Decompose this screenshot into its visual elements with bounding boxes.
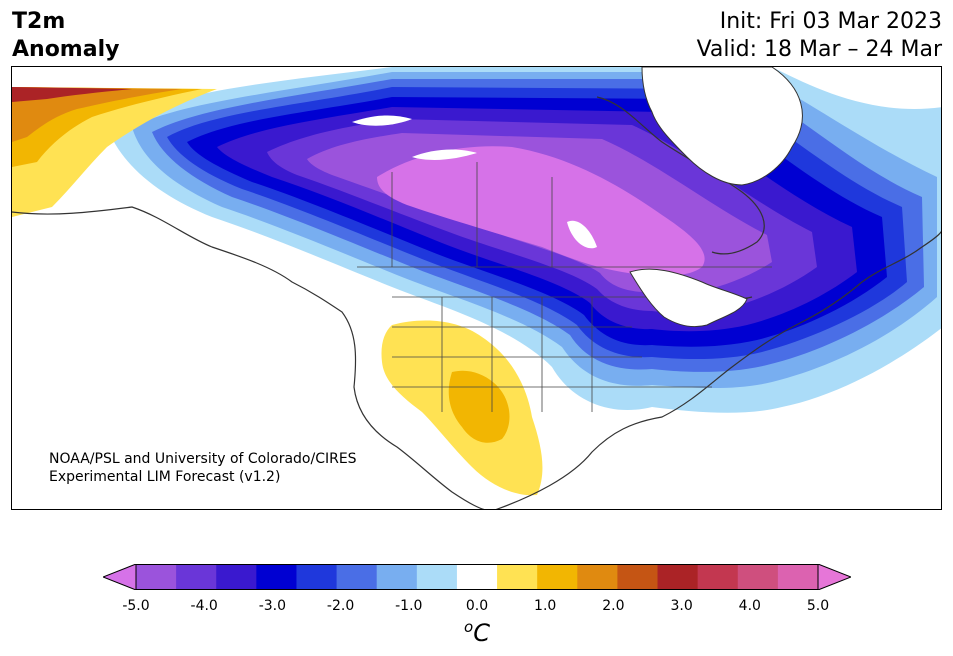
colorbar-ticks: -5.0 -4.0 -3.0 -2.0 -1.0 0.0 1.0 2.0 3.0 4.0 5.0 [0,598,953,618]
colorbar-segment [256,564,297,590]
lake-small-3 [567,220,597,249]
title-line-anomaly: Anomaly [12,37,120,62]
colorbar-tick-label: -4.0 [190,598,218,614]
colorbar-segment [136,564,177,590]
colorbar-segment [577,564,618,590]
colorbar-segment [176,564,217,590]
colorbar-extension-high [817,564,851,590]
colorbar-extension-low [103,564,137,590]
lake-small-2 [412,149,477,160]
political-borders [357,162,772,412]
colorbar-segment [737,564,779,590]
anomaly-contour-plus-3-alaska [12,87,132,102]
colorbar-segment [376,564,418,590]
colorbar-segment [657,564,699,590]
colorbar-tick-label: 2.0 [602,598,625,614]
colorbar-tick-label: 5.0 [806,598,830,614]
colorbar-segment [777,564,819,590]
unit-letter: C [473,619,490,647]
title-line-variable: T2m [12,9,66,34]
colorbar-segment [497,564,538,590]
colorbar-tick-label: -2.0 [326,598,355,614]
colorbar-segment [296,564,338,590]
map-panel [11,66,942,510]
colorbar-tick-label: 4.0 [738,598,761,614]
colorbar-tick-label: -1.0 [395,598,423,614]
colorbar-segment [416,564,458,590]
anomaly-contour-plus-1-southwest [448,370,510,443]
degree-symbol: o [464,618,474,636]
anomaly-contour-plus-2-alaska [12,87,182,142]
anomaly-contour-minus-5 [377,146,705,276]
anomaly-map [12,67,941,509]
colorbar-tick-label: 0.0 [465,598,489,614]
colorbar-segment [537,564,578,590]
credit-line-2: Experimental LIM Forecast (v1.2) [49,469,281,485]
colorbar [103,564,851,590]
colorbar-segment [456,564,498,590]
colorbar-segment [617,564,659,590]
colorbar-segment [336,564,378,590]
credit-note: NOAA/PSL and University of Colorado/CIRE… [49,450,357,486]
colorbar-tick-label: 1.0 [534,598,557,614]
hudson-bay [641,67,803,186]
credit-line-1: NOAA/PSL and University of Colorado/CIRE… [49,451,357,467]
great-lakes [629,268,748,328]
map-title: T2m Anomaly [12,8,119,64]
colorbar-tick-label: -3.0 [258,598,287,614]
lake-small-1 [352,115,412,126]
colorbar-units: oC [464,618,490,647]
valid-dates: Valid: 18 Mar – 24 Mar [696,37,942,62]
colorbar-tick-label: 3.0 [670,598,693,614]
init-date: Init: Fri 03 Mar 2023 [719,9,942,34]
colorbar-outline [135,564,819,590]
colorbar-tick-label: -5.0 [122,598,150,614]
colorbar-segment [697,564,739,590]
colorbar-segment [216,564,257,590]
forecast-dates: Init: Fri 03 Mar 2023 Valid: 18 Mar – 24… [697,8,942,64]
